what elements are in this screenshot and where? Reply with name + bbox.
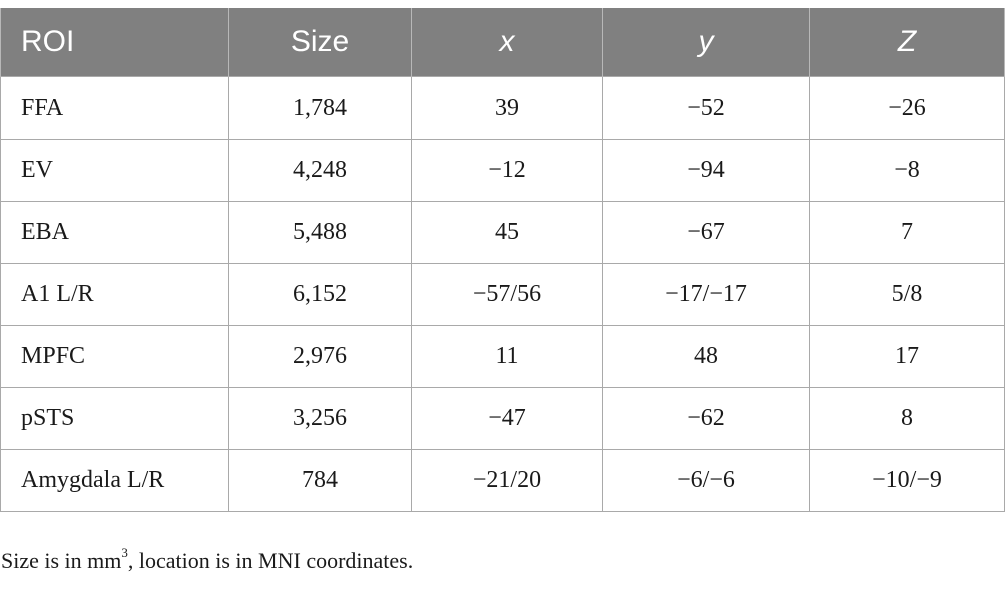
cell-roi: pSTS — [0, 387, 229, 450]
table-row: EV 4,248 −12 −94 −8 — [0, 139, 1005, 202]
cell-z: 7 — [809, 201, 1005, 264]
roi-table: ROI Size x y Z FFA 1,784 39 −52 −26 EV 4… — [0, 8, 1005, 512]
cell-size: 2,976 — [228, 325, 412, 388]
table-body: FFA 1,784 39 −52 −26 EV 4,248 −12 −94 −8… — [0, 76, 1005, 512]
footnote-superscript: 3 — [121, 545, 128, 560]
footnote-text-end: , location is in MNI coordinates. — [127, 548, 414, 573]
cell-y: −52 — [602, 76, 810, 140]
table-footnote: Size is in mm3, location is in MNI coord… — [1, 545, 414, 574]
cell-z: −26 — [809, 76, 1005, 140]
cell-size: 784 — [228, 449, 412, 512]
table-row: pSTS 3,256 −47 −62 8 — [0, 387, 1005, 450]
cell-roi: A1 L/R — [0, 263, 229, 326]
cell-z: 5/8 — [809, 263, 1005, 326]
cell-x: −12 — [411, 139, 603, 202]
roi-table-container: ROI Size x y Z FFA 1,784 39 −52 −26 EV 4… — [0, 8, 1005, 512]
footnote-text-start: Size is in mm — [1, 548, 122, 573]
cell-y: −17/−17 — [602, 263, 810, 326]
cell-roi: FFA — [0, 76, 229, 140]
cell-size: 5,488 — [228, 201, 412, 264]
cell-y: −67 — [602, 201, 810, 264]
table-row: FFA 1,784 39 −52 −26 — [0, 76, 1005, 140]
table-header: ROI Size x y Z — [0, 8, 1005, 77]
header-z: Z — [809, 8, 1005, 77]
cell-x: −57/56 — [411, 263, 603, 326]
cell-x: −47 — [411, 387, 603, 450]
table-row: Amygdala L/R 784 −21/20 −6/−6 −10/−9 — [0, 449, 1005, 512]
table-row: MPFC 2,976 11 48 17 — [0, 325, 1005, 388]
cell-roi: EV — [0, 139, 229, 202]
table-row: EBA 5,488 45 −67 7 — [0, 201, 1005, 264]
cell-y: −94 — [602, 139, 810, 202]
cell-roi: Amygdala L/R — [0, 449, 229, 512]
table-row: A1 L/R 6,152 −57/56 −17/−17 5/8 — [0, 263, 1005, 326]
cell-y: 48 — [602, 325, 810, 388]
header-roi: ROI — [0, 8, 229, 77]
cell-z: 8 — [809, 387, 1005, 450]
cell-roi: MPFC — [0, 325, 229, 388]
header-x: x — [411, 8, 603, 77]
cell-z: 17 — [809, 325, 1005, 388]
cell-size: 4,248 — [228, 139, 412, 202]
header-row: ROI Size x y Z — [0, 8, 1005, 77]
cell-z: −10/−9 — [809, 449, 1005, 512]
cell-size: 1,784 — [228, 76, 412, 140]
cell-roi: EBA — [0, 201, 229, 264]
cell-z: −8 — [809, 139, 1005, 202]
cell-y: −62 — [602, 387, 810, 450]
cell-x: 39 — [411, 76, 603, 140]
cell-x: 11 — [411, 325, 603, 388]
cell-size: 6,152 — [228, 263, 412, 326]
header-y: y — [602, 8, 810, 77]
cell-x: −21/20 — [411, 449, 603, 512]
cell-size: 3,256 — [228, 387, 412, 450]
header-size: Size — [228, 8, 412, 77]
cell-y: −6/−6 — [602, 449, 810, 512]
cell-x: 45 — [411, 201, 603, 264]
